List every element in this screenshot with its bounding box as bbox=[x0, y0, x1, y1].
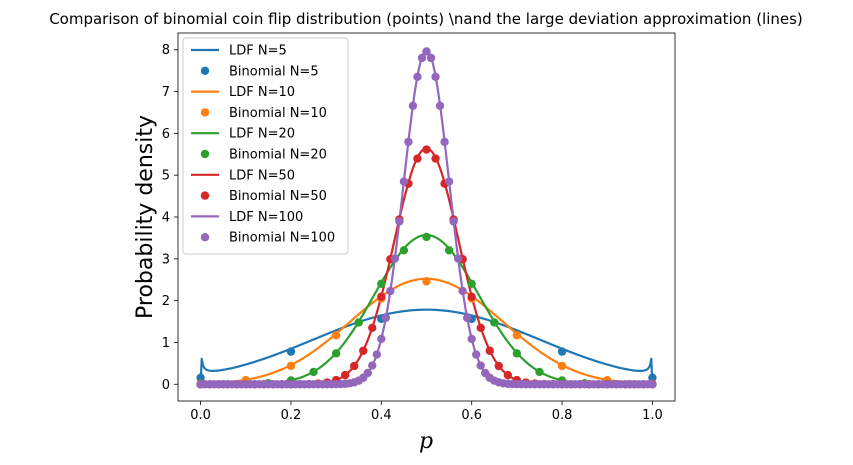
data-point-binomial-n20 bbox=[399, 246, 409, 255]
data-point-binomial-n50 bbox=[485, 346, 494, 355]
data-point-binomial-n20 bbox=[377, 279, 386, 288]
data-point-binomial-n50 bbox=[476, 323, 485, 333]
data-point-binomial-n50 bbox=[413, 154, 422, 163]
data-point-binomial-n20 bbox=[535, 367, 544, 377]
y-tick-label: 2 bbox=[162, 294, 170, 309]
data-point-binomial-n50 bbox=[350, 361, 359, 371]
data-point-binomial-n10 bbox=[331, 331, 341, 340]
data-point-binomial-n50 bbox=[503, 370, 513, 380]
legend-entry-label: Binomial N=100 bbox=[229, 231, 335, 246]
x-tick-label: 0.2 bbox=[281, 408, 302, 423]
legend-entry-label: Binomial N=10 bbox=[229, 106, 327, 121]
data-point-binomial-n100 bbox=[422, 47, 431, 56]
data-point-binomial-n20 bbox=[490, 318, 499, 327]
data-point-binomial-n5 bbox=[648, 373, 657, 382]
legend-marker-swatch bbox=[200, 108, 210, 117]
legend-entry-label: Binomial N=50 bbox=[229, 189, 327, 204]
data-point-binomial-n50 bbox=[431, 154, 440, 163]
data-point-binomial-n100 bbox=[648, 380, 657, 389]
y-axis-label: Probability density bbox=[133, 115, 158, 319]
y-tick-label: 4 bbox=[162, 211, 170, 226]
x-tick-label: 0.0 bbox=[190, 408, 211, 423]
legend-marker-swatch bbox=[200, 233, 210, 242]
data-point-binomial-n20 bbox=[331, 349, 341, 358]
y-tick-label: 0 bbox=[162, 378, 170, 393]
data-point-binomial-n5 bbox=[196, 373, 205, 382]
data-point-binomial-n10 bbox=[512, 331, 522, 340]
data-point-binomial-n100 bbox=[467, 334, 476, 344]
data-point-binomial-n100 bbox=[462, 313, 472, 323]
y-tick-label: 8 bbox=[162, 43, 170, 58]
y-tick-label: 7 bbox=[162, 85, 170, 100]
data-point-binomial-n20 bbox=[444, 246, 454, 255]
legend-box bbox=[182, 37, 349, 255]
data-point-binomial-n50 bbox=[422, 145, 431, 154]
legend-entry-label: Binomial N=20 bbox=[229, 148, 327, 163]
data-point-binomial-n20 bbox=[467, 279, 476, 288]
legend-marker-swatch bbox=[200, 66, 210, 76]
data-point-binomial-n5 bbox=[557, 347, 567, 356]
data-point-binomial-n50 bbox=[368, 323, 377, 333]
legend-marker-swatch bbox=[200, 149, 210, 159]
data-point-binomial-n100 bbox=[472, 350, 481, 359]
x-tick-label: 0.4 bbox=[371, 408, 392, 423]
data-point-binomial-n100 bbox=[440, 137, 449, 147]
legend-marker-swatch bbox=[200, 191, 210, 200]
series-line-ldf-n10 bbox=[199, 277, 654, 386]
chart-title: Comparison of binomial coin flip distrib… bbox=[49, 10, 803, 28]
data-point-binomial-n100 bbox=[453, 254, 463, 263]
data-point-binomial-n20 bbox=[309, 367, 318, 377]
data-point-binomial-n100 bbox=[399, 177, 409, 186]
data-point-binomial-n100 bbox=[417, 53, 427, 63]
data-point-binomial-n100 bbox=[390, 254, 400, 263]
data-point-binomial-n100 bbox=[408, 101, 418, 111]
data-point-binomial-n100 bbox=[444, 177, 454, 186]
x-tick-label: 1.0 bbox=[642, 408, 663, 423]
data-point-binomial-n100 bbox=[426, 53, 436, 63]
data-point-binomial-n100 bbox=[372, 350, 381, 359]
data-point-binomial-n5 bbox=[286, 347, 296, 356]
data-point-binomial-n100 bbox=[413, 72, 422, 82]
y-tick-label: 1 bbox=[162, 336, 170, 351]
data-point-binomial-n50 bbox=[494, 361, 503, 371]
data-point-binomial-n10 bbox=[557, 361, 567, 371]
x-axis-label: p bbox=[419, 429, 433, 454]
x-tick-label: 0.8 bbox=[552, 408, 573, 423]
legend: LDF N=5 Binomial N=5 LDF N=10 Binomial N=10… bbox=[182, 37, 349, 255]
legend-entry-label: Binomial N=5 bbox=[229, 64, 319, 79]
data-point-binomial-n50 bbox=[467, 292, 476, 301]
legend-entry-label: LDF N=50 bbox=[229, 168, 295, 183]
legend-entry-label: LDF N=10 bbox=[229, 85, 295, 100]
data-point-binomial-n100 bbox=[449, 217, 458, 226]
data-point-binomial-n100 bbox=[381, 313, 391, 323]
y-tick-label: 5 bbox=[162, 169, 170, 184]
data-point-binomial-n100 bbox=[377, 334, 386, 344]
data-point-binomial-n100 bbox=[431, 72, 440, 82]
data-point-binomial-n50 bbox=[377, 292, 386, 301]
data-point-binomial-n100 bbox=[435, 101, 445, 111]
legend-entry-label: LDF N=5 bbox=[229, 44, 287, 59]
legend-entry-label: LDF N=20 bbox=[229, 127, 295, 142]
data-point-binomial-n100 bbox=[386, 286, 395, 296]
data-point-binomial-n20 bbox=[422, 232, 431, 242]
data-point-binomial-n100 bbox=[458, 286, 467, 296]
legend-entry-label: LDF N=100 bbox=[229, 210, 303, 225]
data-point-binomial-n100 bbox=[404, 137, 413, 147]
series-line-ldf-n5 bbox=[199, 308, 654, 385]
data-point-binomial-n100 bbox=[363, 368, 372, 378]
data-point-binomial-n50 bbox=[340, 370, 350, 380]
data-point-binomial-n50 bbox=[359, 346, 368, 355]
data-point-binomial-n100 bbox=[368, 361, 377, 370]
data-point-binomial-n100 bbox=[476, 361, 485, 370]
y-tick-label: 3 bbox=[162, 252, 170, 267]
y-tick-label: 6 bbox=[162, 127, 170, 142]
data-point-binomial-n100 bbox=[395, 217, 404, 226]
data-point-binomial-n20 bbox=[354, 318, 363, 327]
x-tick-label: 0.6 bbox=[461, 408, 482, 423]
data-point-binomial-n10 bbox=[422, 277, 431, 286]
data-point-binomial-n10 bbox=[286, 361, 296, 371]
data-point-binomial-n20 bbox=[512, 349, 522, 358]
